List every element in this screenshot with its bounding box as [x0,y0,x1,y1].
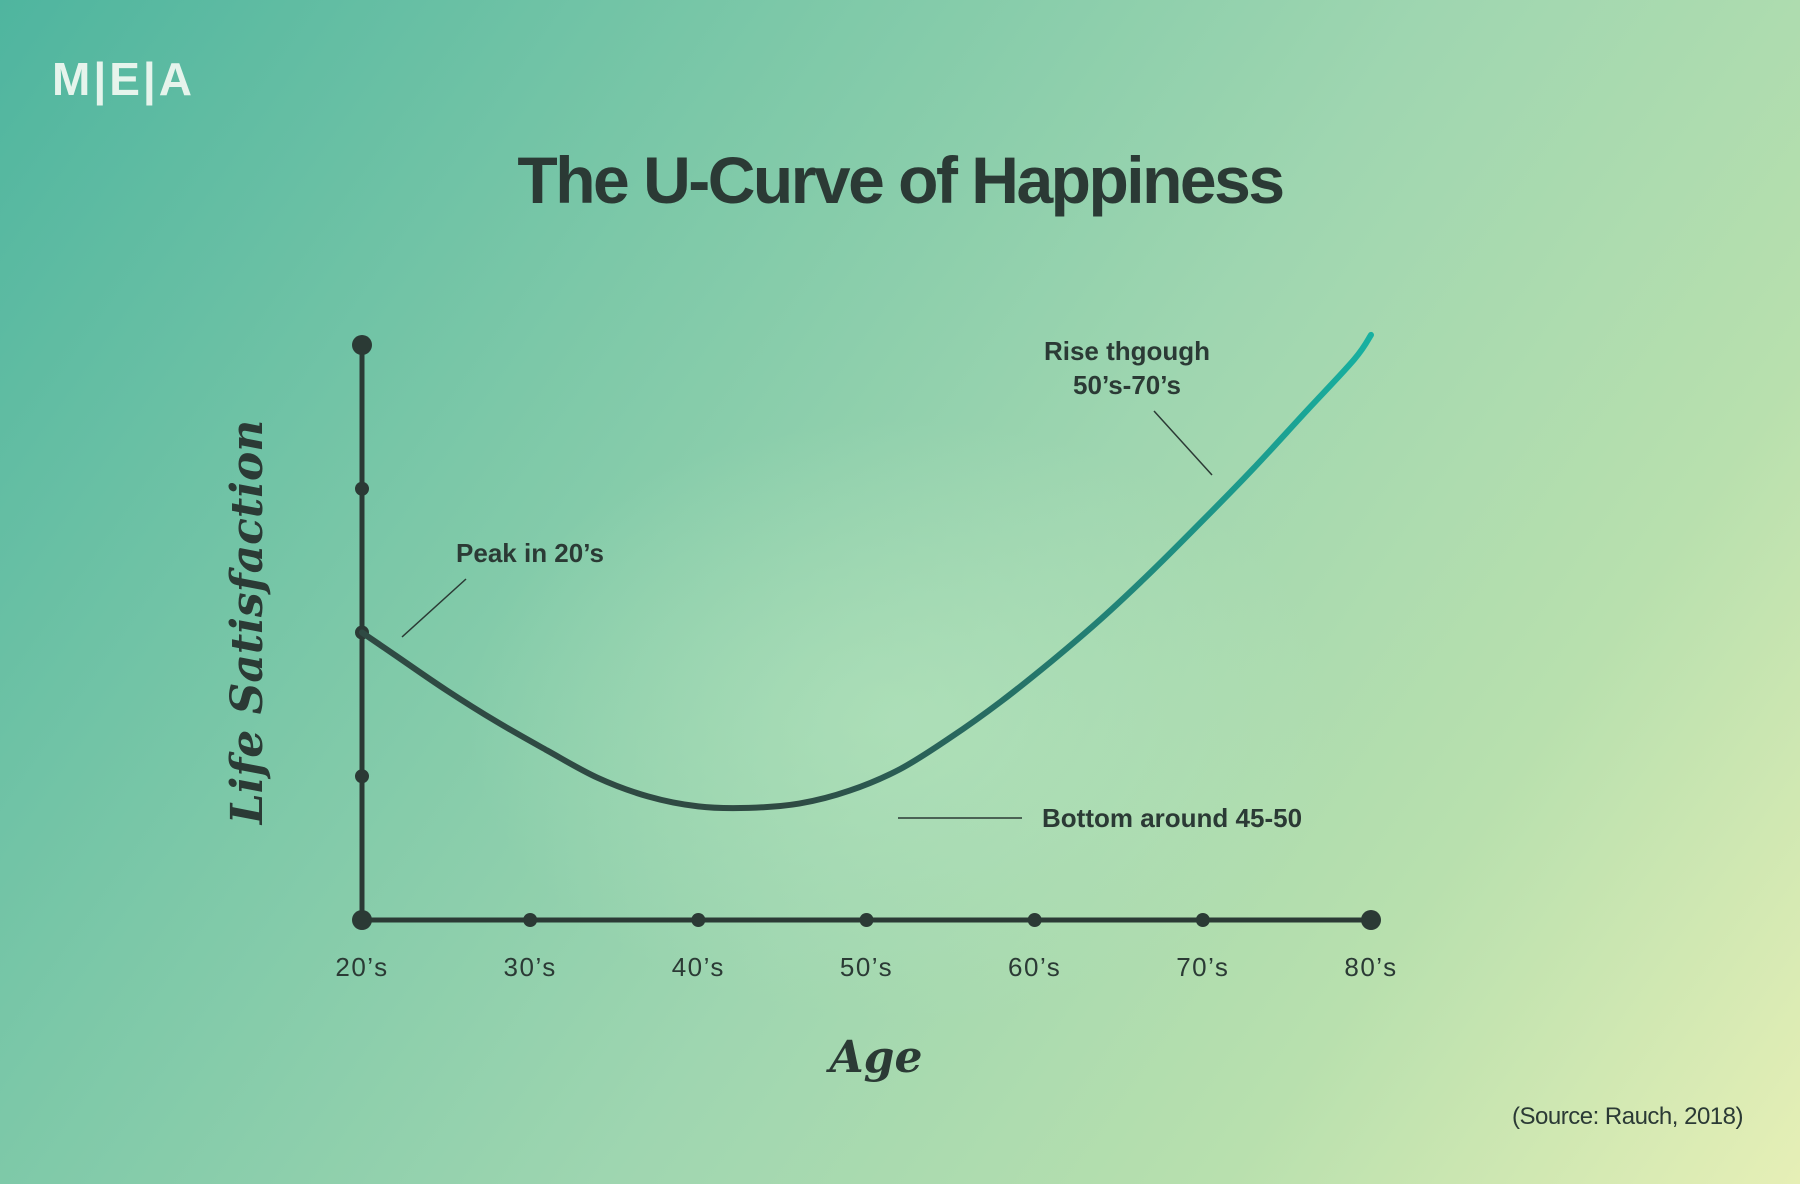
annotation-label: 50’s-70’s [1073,370,1181,400]
annotation-leader [1153,410,1213,476]
series-line [359,331,1374,812]
x-tick-label: 50’s [840,952,893,982]
x-tick-dot [352,910,372,930]
x-tick-label: 80’s [1344,952,1397,982]
y-axis-title: Life Satisfaction [222,420,273,827]
source-citation: (Source: Rauch, 2018) [1512,1103,1743,1130]
annotation-label: Rise thgough [1044,336,1210,366]
x-tick-dot [859,913,874,927]
chart-title: The U-Curve of Happiness [517,143,1285,217]
x-tick-dot [1195,913,1210,927]
x-tick-dot [691,913,706,927]
x-tick-label: 20’s [335,952,388,982]
x-tick-label: 30’s [504,952,557,982]
x-tick-label: 40’s [672,952,725,982]
x-tick-label: 70’s [1176,952,1229,982]
x-tick-dot [1361,910,1381,930]
y-tick-dot [355,769,369,784]
x-tick-dot [523,913,538,927]
annotation-label: Bottom around 45-50 [1042,803,1302,833]
x-tick-label: 60’s [1008,952,1061,982]
annotation-label: Peak in 20’s [456,538,604,568]
x-tick-dot [1027,913,1042,927]
mea-logo: M|E|A [52,53,195,105]
x-axis-title: Age [826,1032,923,1083]
y-tick-dot [355,481,369,496]
y-tick-dot [352,335,372,355]
annotation-leader [401,578,467,638]
